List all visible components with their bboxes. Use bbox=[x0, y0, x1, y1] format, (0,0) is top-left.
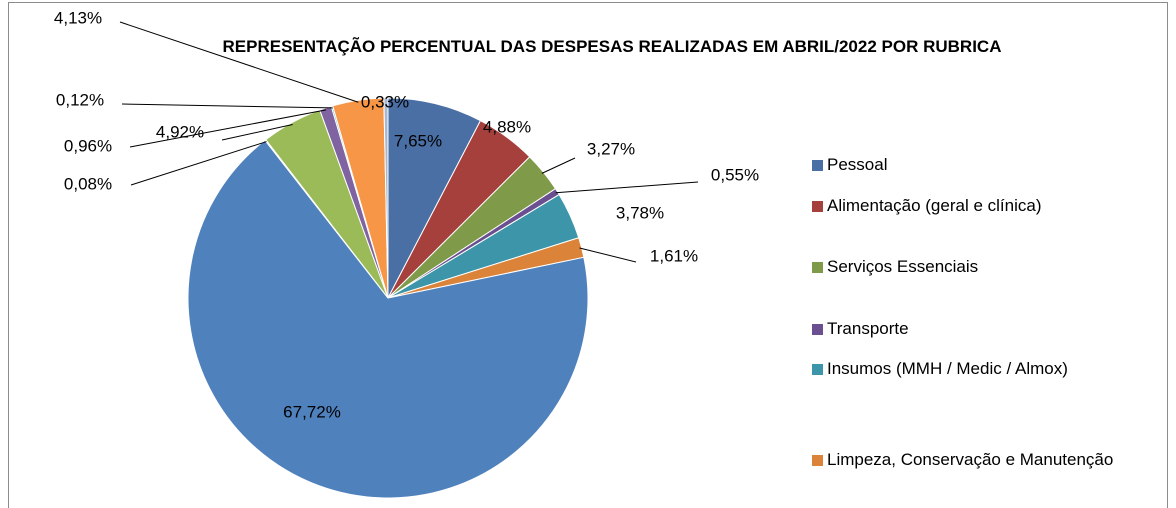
leader-line bbox=[121, 103, 333, 109]
legend-label: Pessoal bbox=[827, 155, 887, 174]
legend-swatch bbox=[812, 455, 823, 466]
chart-title: REPRESENTAÇÃO PERCENTUAL DAS DESPESAS RE… bbox=[223, 36, 1002, 56]
pie-slice bbox=[187, 139, 589, 499]
legend-label: Alimentação (geral e clínica) bbox=[827, 196, 1041, 215]
pie-slice bbox=[383, 97, 389, 299]
data-label: 4,13% bbox=[54, 8, 102, 27]
data-label: 1,61% bbox=[650, 246, 698, 265]
legend-swatch bbox=[812, 201, 823, 212]
data-label: 67,72% bbox=[283, 402, 341, 421]
legend-swatch bbox=[812, 364, 823, 375]
leader-line bbox=[130, 141, 267, 186]
legend-swatch bbox=[812, 262, 823, 273]
data-label: 0,33% bbox=[361, 92, 409, 111]
data-label: 0,12% bbox=[56, 90, 104, 109]
legend-swatch bbox=[812, 324, 823, 335]
leader-line bbox=[555, 181, 699, 194]
leader-line bbox=[129, 109, 327, 148]
legend-label: Insumos (MMH / Medic / Almox) bbox=[827, 359, 1068, 378]
leader-line bbox=[541, 157, 576, 174]
legend-label: Limpeza, Conservação e Manutenção bbox=[827, 450, 1113, 469]
data-label: 4,92% bbox=[156, 122, 204, 141]
data-label: 4,88% bbox=[483, 117, 531, 136]
leader-line bbox=[221, 124, 293, 141]
leader-line bbox=[119, 21, 359, 103]
chart-frame bbox=[8, 2, 1168, 508]
pie-slice bbox=[387, 97, 482, 299]
data-label: 3,78% bbox=[616, 203, 664, 222]
data-label: 3,27% bbox=[587, 139, 635, 158]
legend-label: Serviços Essenciais bbox=[827, 257, 978, 276]
legend-label: Transporte bbox=[827, 319, 909, 338]
leader-line bbox=[579, 247, 637, 263]
data-label: 0,55% bbox=[711, 165, 759, 184]
data-label: 7,65% bbox=[394, 131, 442, 150]
data-label: 0,08% bbox=[64, 174, 112, 193]
data-label: 0,96% bbox=[64, 136, 112, 155]
legend-swatch bbox=[812, 160, 823, 171]
